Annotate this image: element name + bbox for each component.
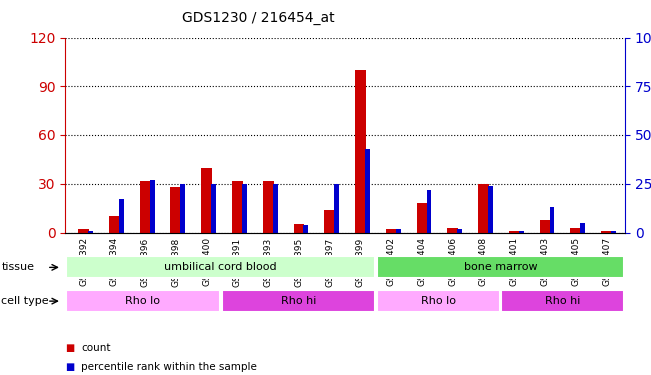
- Text: Rho hi: Rho hi: [545, 296, 581, 306]
- Bar: [580, 223, 585, 232]
- Bar: [303, 225, 309, 232]
- Bar: [324, 210, 335, 232]
- FancyBboxPatch shape: [377, 290, 499, 312]
- Bar: [570, 228, 581, 232]
- Text: Rho hi: Rho hi: [281, 296, 316, 306]
- Bar: [140, 180, 150, 232]
- Bar: [457, 229, 462, 232]
- Bar: [88, 231, 93, 232]
- Bar: [426, 190, 432, 232]
- Bar: [549, 207, 555, 232]
- Bar: [509, 231, 519, 232]
- Bar: [211, 184, 216, 232]
- Bar: [417, 203, 427, 232]
- Bar: [519, 231, 523, 232]
- Bar: [396, 229, 400, 232]
- Bar: [355, 70, 366, 232]
- Bar: [611, 231, 616, 232]
- Bar: [478, 184, 489, 232]
- Bar: [150, 180, 154, 232]
- Bar: [386, 229, 396, 232]
- Text: tissue: tissue: [1, 262, 35, 272]
- Bar: [180, 184, 186, 232]
- Text: ■: ■: [65, 362, 74, 372]
- Bar: [232, 180, 243, 232]
- Bar: [263, 180, 273, 232]
- Bar: [119, 200, 124, 232]
- Bar: [334, 184, 339, 232]
- Text: cell type: cell type: [1, 296, 49, 306]
- FancyBboxPatch shape: [66, 290, 219, 312]
- FancyBboxPatch shape: [66, 256, 375, 278]
- Text: Rho lo: Rho lo: [421, 296, 456, 306]
- Bar: [109, 216, 120, 232]
- FancyBboxPatch shape: [377, 256, 624, 278]
- Bar: [273, 184, 277, 232]
- Bar: [447, 228, 458, 232]
- Bar: [242, 184, 247, 232]
- FancyBboxPatch shape: [501, 290, 624, 312]
- Bar: [365, 148, 370, 232]
- Bar: [294, 224, 304, 232]
- Bar: [601, 231, 612, 232]
- Text: GDS1230 / 216454_at: GDS1230 / 216454_at: [182, 11, 335, 25]
- Text: bone marrow: bone marrow: [464, 262, 537, 272]
- FancyBboxPatch shape: [221, 290, 375, 312]
- Bar: [171, 187, 181, 232]
- Bar: [78, 229, 89, 232]
- Bar: [201, 168, 212, 232]
- Text: percentile rank within the sample: percentile rank within the sample: [81, 362, 257, 372]
- Text: count: count: [81, 343, 111, 353]
- Bar: [488, 186, 493, 232]
- Bar: [540, 219, 550, 232]
- Text: umbilical cord blood: umbilical cord blood: [164, 262, 277, 272]
- Text: ■: ■: [65, 343, 74, 353]
- Text: Rho lo: Rho lo: [126, 296, 160, 306]
